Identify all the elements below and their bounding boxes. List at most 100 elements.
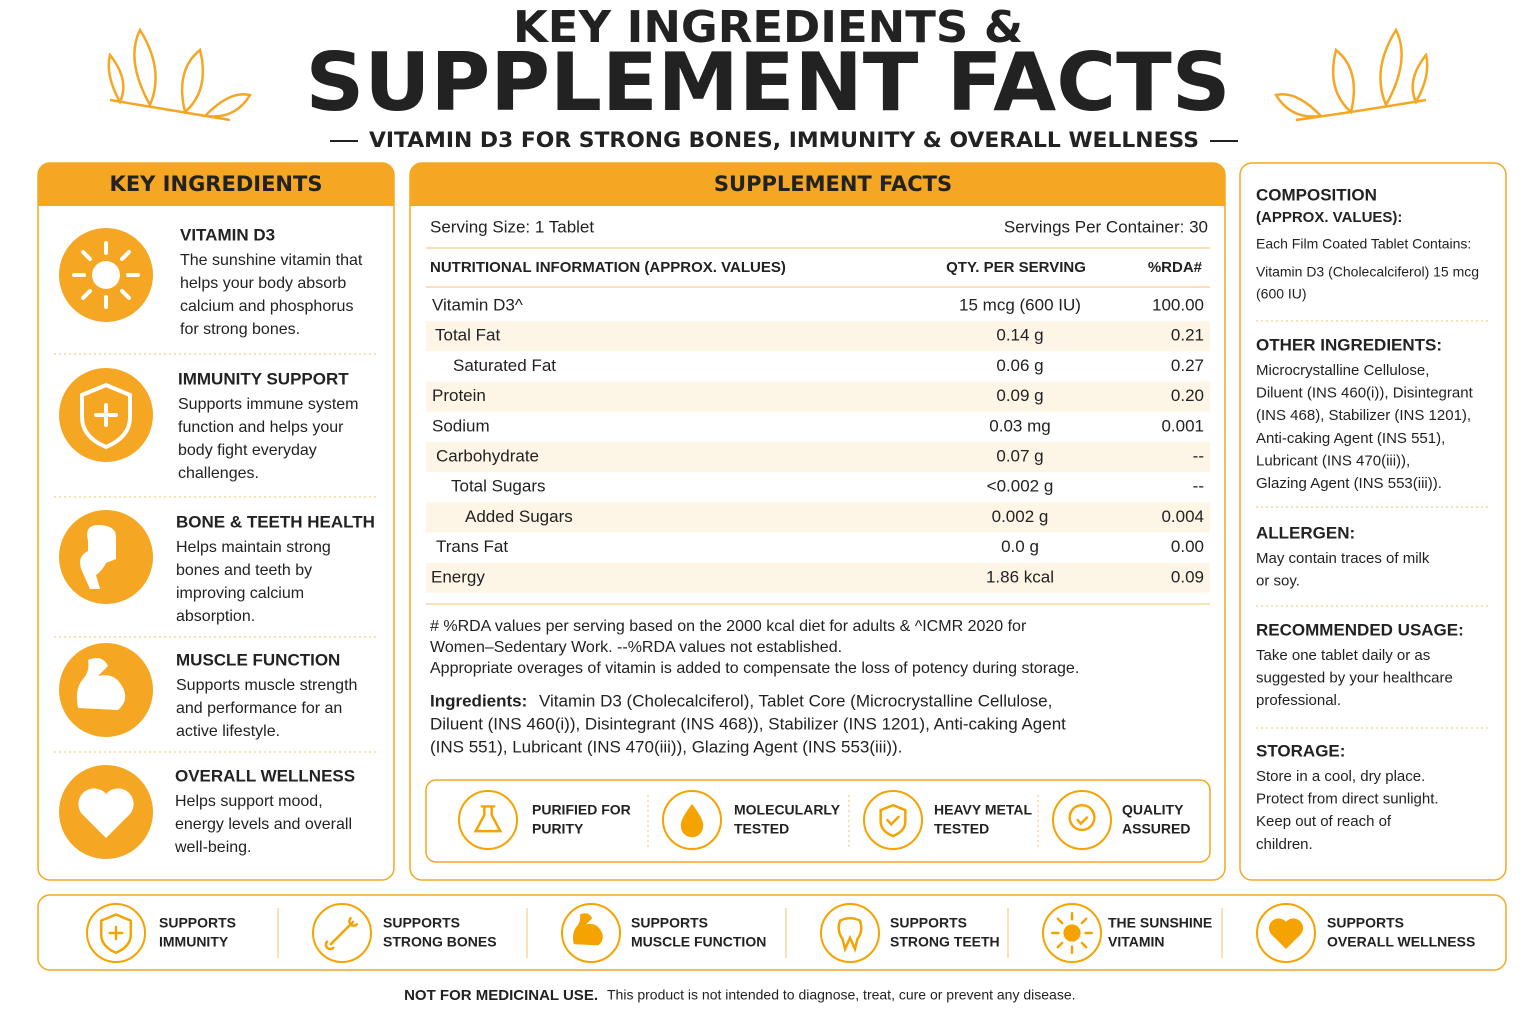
nutrient-rda: 0.00 — [1171, 537, 1204, 556]
icon-bone — [59, 510, 153, 604]
nutrient-qty: 15 mcg (600 IU) — [959, 295, 1081, 314]
icon-glyph — [80, 525, 116, 589]
ingredient-text: for strong bones. — [180, 321, 300, 338]
icon-heart — [1256, 903, 1316, 963]
ingredients-text: (INS 551), Lubricant (INS 470(iii)), Gla… — [430, 737, 902, 756]
nutrient-rda: 0.27 — [1171, 356, 1204, 375]
ingredient-text: Supports muscle strength — [176, 677, 357, 694]
section-text: Keep out of reach of — [1256, 813, 1392, 830]
ingredient-text: Helps maintain strong — [176, 539, 331, 556]
column-header: NUTRITIONAL INFORMATION (APPROX. VALUES) — [430, 259, 786, 276]
left-header-band — [38, 163, 394, 206]
icon-glyph — [1051, 912, 1093, 954]
section-title: STORAGE: — [1256, 741, 1345, 760]
nutrient-name: Energy — [431, 567, 485, 586]
icon-glyph — [1268, 918, 1304, 950]
ingredient-text: bones and teeth by — [176, 562, 312, 579]
ingredient-title: VITAMIN D3 — [180, 225, 275, 244]
section-text: suggested by your healthcare — [1256, 670, 1453, 687]
badge-text: ASSURED — [1122, 821, 1190, 837]
nutrient-rda: 0.004 — [1161, 507, 1204, 526]
column-header: QTY. PER SERVING — [946, 259, 1086, 276]
icon-glyph — [108, 925, 124, 941]
ingredients-text: Vitamin D3 (Cholecalciferol), Tablet Cor… — [539, 691, 1052, 710]
left-heading: KEY INGREDIENTS — [110, 172, 323, 196]
composition-text: (600 IU) — [1256, 286, 1307, 302]
ingredients-label: Ingredients: — [430, 691, 527, 710]
badge-text: HEAVY METAL — [934, 802, 1032, 818]
strip-text: SUPPORTS — [159, 915, 236, 931]
row-shade — [426, 562, 1210, 593]
leaf-decoration-left — [107, 27, 252, 122]
footer-label: NOT FOR MEDICINAL USE. — [404, 987, 598, 1004]
icon-check — [863, 790, 923, 850]
bottom-strip — [37, 894, 1507, 971]
nutrient-qty: <0.002 g — [987, 477, 1054, 496]
nutrient-name: Vitamin D3^ — [432, 295, 523, 314]
title-line-2: SUPPLEMENT FACTS — [306, 36, 1231, 129]
icon-glyph — [99, 913, 133, 955]
icon-glyph — [573, 913, 603, 946]
nutrient-qty: 0.14 g — [996, 326, 1043, 345]
ingredient-text: helps your body absorb — [180, 275, 346, 292]
ingredient-text: challenges. — [178, 465, 259, 482]
icon-muscle — [59, 643, 153, 737]
nutrient-name: Protein — [432, 386, 486, 405]
nutrient-name: Saturated Fat — [453, 356, 556, 375]
section-text: May contain traces of milk — [1256, 550, 1430, 567]
icon-glyph — [837, 916, 863, 953]
ingredient-text: active lifestyle. — [176, 723, 280, 740]
ingredient-text: calcium and phosphorus — [180, 298, 353, 315]
section-text: Anti-caking Agent (INS 551), — [1256, 430, 1445, 447]
strip-text: IMMUNITY — [159, 934, 229, 950]
composition-text: Vitamin D3 (Cholecalciferol) 15 mcg — [1256, 264, 1479, 280]
nutrient-qty: 0.07 g — [996, 446, 1043, 465]
row-shade — [426, 321, 1210, 352]
right-panel — [1239, 162, 1507, 881]
ingredient-title: BONE & TEETH HEALTH — [176, 512, 375, 531]
badge-text: QUALITY — [1122, 802, 1184, 818]
section-text: Take one tablet daily or as — [1256, 647, 1430, 664]
footer-text: This product is not intended to diagnose… — [607, 987, 1076, 1003]
composition-subtitle: (APPROX. VALUES): — [1256, 209, 1402, 226]
ingredients-text: Diluent (INS 460(i)), Disintegrant (INS … — [430, 714, 1066, 733]
badge-box — [425, 779, 1211, 863]
ingredient-text: well-being. — [174, 839, 251, 856]
nutrient-name: Added Sugars — [465, 507, 573, 526]
ingredient-text: body fight everyday — [178, 442, 317, 459]
icon-seal — [1052, 790, 1112, 850]
icon-glyph — [879, 803, 907, 838]
nutrient-rda: 0.21 — [1171, 326, 1204, 345]
nutrient-qty: 0.03 mg — [989, 416, 1050, 435]
icon-sun — [59, 228, 153, 322]
icon-circle — [863, 790, 923, 850]
section-text: professional. — [1256, 692, 1341, 709]
nutrient-rda: 0.20 — [1171, 386, 1204, 405]
badge-text: TESTED — [734, 821, 789, 837]
section-text: or soy. — [1256, 573, 1300, 590]
nutrient-rda: -- — [1193, 477, 1204, 496]
section-text: Store in a cool, dry place. — [1256, 768, 1425, 785]
icon-glyph — [80, 382, 132, 450]
badge-text: PURITY — [532, 821, 584, 837]
strip-text: SUPPORTS — [1327, 915, 1404, 931]
ingredient-text: function and helps your — [178, 419, 344, 436]
strip-text: SUPPORTS — [890, 915, 967, 931]
ingredient-text: The sunshine vitamin that — [180, 252, 363, 269]
badge-text: MOLECULARLY — [734, 802, 841, 818]
strip-text: STRONG TEETH — [890, 934, 1000, 950]
ingredient-text: Helps support mood, — [175, 793, 323, 810]
ingredient-title: MUSCLE FUNCTION — [176, 650, 340, 669]
icon-shield — [86, 903, 146, 963]
nutrient-qty: 0.0 g — [1001, 537, 1039, 556]
strip-text: THE SUNSHINE — [1108, 915, 1212, 931]
row-shade — [426, 442, 1210, 472]
icon-drop — [662, 790, 722, 850]
strip-text: STRONG BONES — [383, 934, 497, 950]
icon-tooth — [820, 903, 880, 963]
section-text: Glazing Agent (INS 553(iii)). — [1256, 475, 1442, 492]
section-text: children. — [1256, 836, 1313, 853]
section-text: Diluent (INS 460(i)), Disintegrant — [1256, 385, 1474, 402]
